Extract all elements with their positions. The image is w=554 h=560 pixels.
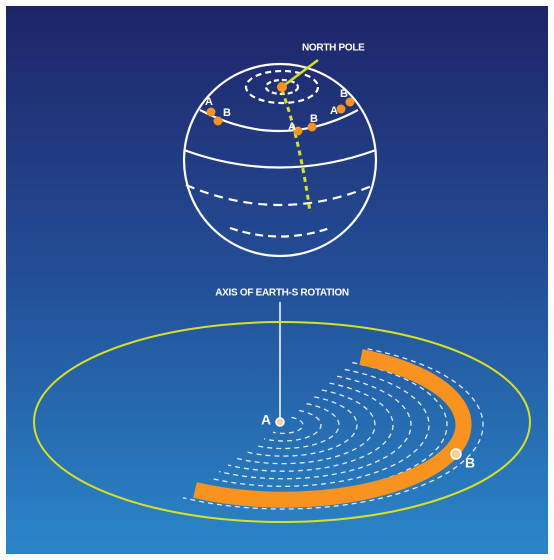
globe-label: B xyxy=(310,113,318,125)
point xyxy=(336,104,346,114)
globe-label: A xyxy=(288,121,296,133)
ring xyxy=(245,396,358,457)
north-pole-label: NORTH POLE xyxy=(302,43,365,54)
disk-label-b: B xyxy=(465,455,475,471)
globe-label: A xyxy=(205,96,213,108)
globe-points xyxy=(206,82,355,136)
orange-band xyxy=(193,349,472,508)
ring xyxy=(209,368,430,487)
point xyxy=(206,107,216,117)
background xyxy=(6,6,548,554)
point-a xyxy=(275,417,285,427)
ring xyxy=(218,375,412,480)
globe-label: B xyxy=(223,107,231,119)
axis-label: AXIS OF EARTH-S ROTATION xyxy=(215,288,349,299)
disk-outline xyxy=(33,321,531,523)
point xyxy=(213,116,223,126)
north-pole-dot xyxy=(277,82,287,92)
ring xyxy=(272,416,304,435)
point-b xyxy=(450,448,462,460)
latitude-line xyxy=(183,148,377,169)
pole-pointer xyxy=(281,59,319,88)
disk-label-a: A xyxy=(261,412,271,428)
equator xyxy=(185,183,375,207)
globe-label: A xyxy=(330,105,338,117)
globe-label: B xyxy=(340,88,348,100)
globe-outline xyxy=(182,62,378,258)
ring xyxy=(182,348,484,510)
point xyxy=(293,126,303,136)
point xyxy=(345,97,355,107)
pole-circle xyxy=(244,69,320,105)
ring xyxy=(254,403,340,450)
ring xyxy=(263,409,322,442)
point xyxy=(307,122,317,132)
meridian xyxy=(280,89,312,213)
